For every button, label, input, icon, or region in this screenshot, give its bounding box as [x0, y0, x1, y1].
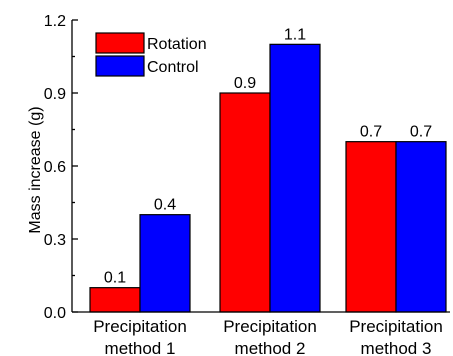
bar-rotation-2	[219, 92, 271, 313]
bars-group	[89, 43, 447, 313]
x-category-label: Precipitation method 2	[223, 317, 317, 356]
x-category-labels-group: Precipitation method 1 Precipitation method…	[93, 317, 443, 356]
bar-rotation-3	[345, 141, 397, 313]
x-category-label: Precipitation method 1	[93, 317, 187, 356]
data-label-control-1: 0.4	[154, 197, 176, 214]
legend-swatch-control	[95, 55, 145, 77]
y-tick-label: 0.3	[44, 232, 66, 249]
data-label-rotation-3: 0.7	[360, 124, 382, 141]
y-ticks-group: 0.0 0.3 0.6 0.9 1.2	[44, 13, 78, 322]
data-label-rotation-2: 0.9	[234, 75, 256, 92]
bar-rotation-1	[89, 287, 141, 313]
data-label-control-2: 1.1	[284, 26, 306, 43]
y-tick-label: 0.9	[44, 86, 66, 103]
x-category-label: Precipitation method 3	[349, 317, 443, 356]
y-axis-label: Mass increase (g)	[27, 106, 44, 233]
y-tick-label: 0.6	[44, 159, 66, 176]
legend: Rotation Control	[95, 32, 207, 77]
y-tick-label: 0.0	[44, 305, 66, 322]
bar-control-1	[139, 214, 191, 313]
legend-label-control: Control	[147, 59, 199, 76]
legend-label-rotation: Rotation	[147, 36, 207, 53]
bar-control-2	[269, 43, 321, 313]
data-labels-group: 0.1 0.9 0.7 0.4 1.1 0.7	[104, 26, 432, 286]
bar-control-3	[395, 141, 447, 313]
data-label-control-3: 0.7	[410, 124, 432, 141]
data-label-rotation-1: 0.1	[104, 270, 126, 287]
legend-swatch-rotation	[95, 32, 145, 54]
y-tick-label: 1.2	[44, 13, 66, 30]
